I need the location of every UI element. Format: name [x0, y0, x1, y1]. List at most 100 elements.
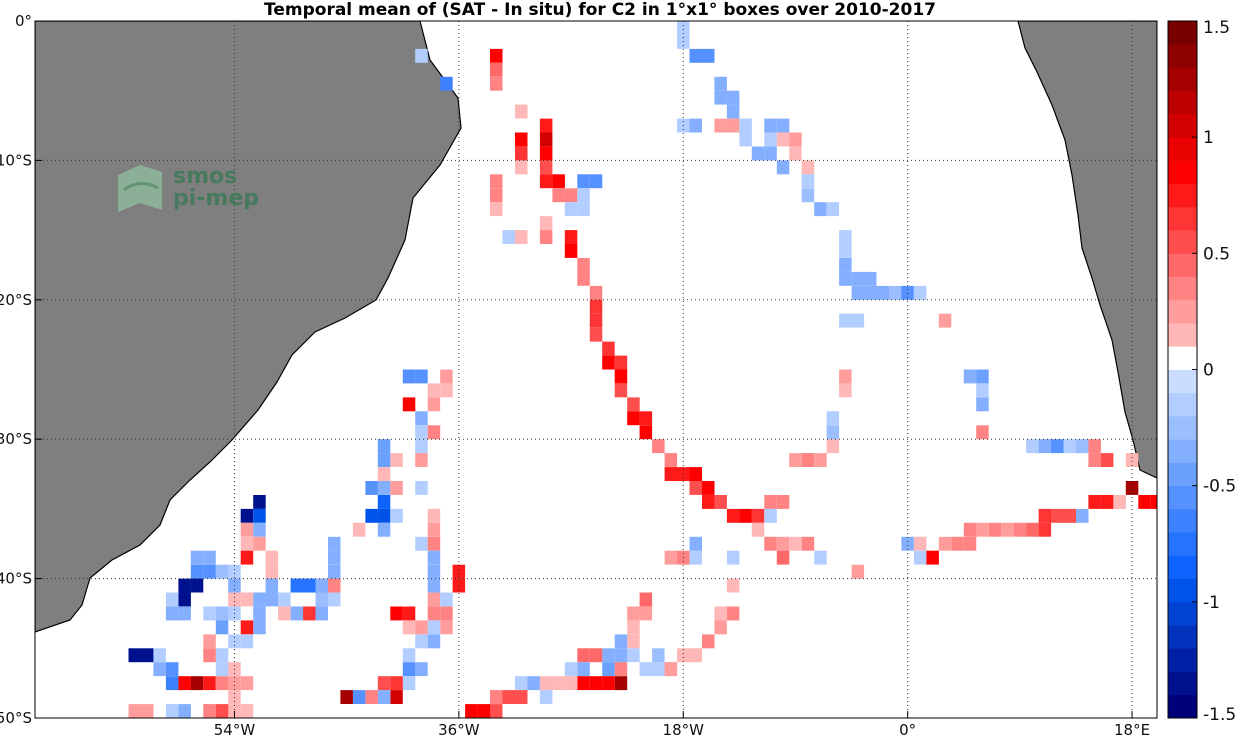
heatmap-cell — [714, 76, 727, 91]
heatmap-cell — [614, 648, 628, 663]
colorbar-segment — [1168, 555, 1197, 579]
heatmap-cell — [614, 383, 628, 398]
colorbar-segment — [1168, 67, 1197, 92]
heatmap-cell — [390, 481, 403, 495]
heatmap-cell — [614, 634, 628, 649]
x-tick-label: 18°W — [663, 721, 705, 738]
heatmap-cell — [328, 550, 341, 565]
africa-land — [1017, 21, 1157, 479]
colorbar-segment — [1168, 113, 1197, 138]
heatmap-cell — [303, 578, 316, 593]
heatmap-cell — [415, 48, 428, 63]
heatmap-cell — [913, 550, 927, 565]
heatmap-cell — [265, 564, 279, 579]
heatmap-cell — [377, 453, 391, 467]
heatmap-cell — [639, 606, 653, 621]
heatmap-cell — [427, 397, 441, 412]
heatmap-cell — [215, 676, 229, 691]
heatmap-cell — [415, 369, 428, 384]
heatmap-cell — [390, 676, 403, 691]
colorbar-tick-label: 0.5 — [1203, 244, 1230, 264]
heatmap-cell — [440, 620, 453, 635]
heatmap-cell — [963, 369, 977, 384]
chart-title: Temporal mean of (SAT - In situ) for C2 … — [264, 0, 936, 20]
colorbar — [1167, 20, 1198, 719]
heatmap-cell — [839, 244, 852, 258]
x-tick-label: 0° — [899, 721, 916, 738]
heatmap-cell — [315, 592, 328, 607]
heatmap-cells — [128, 21, 1157, 718]
heatmap-cell — [303, 606, 316, 621]
heatmap-cell — [240, 508, 254, 523]
heatmap-cell — [178, 578, 191, 593]
heatmap-cell — [539, 174, 553, 189]
heatmap-cell — [801, 188, 815, 203]
heatmap-cell — [427, 550, 441, 565]
heatmap-cell — [839, 369, 852, 384]
heatmap-cell — [228, 564, 241, 579]
heatmap-cell — [427, 522, 441, 537]
heatmap-cell — [988, 522, 1002, 537]
heatmap-cell — [165, 704, 179, 718]
heatmap-cell — [652, 439, 665, 454]
heatmap-cell — [402, 369, 416, 384]
heatmap-cell — [240, 592, 254, 607]
heatmap-cell — [726, 104, 740, 119]
heatmap-cell — [427, 620, 441, 635]
heatmap-cell — [639, 662, 653, 677]
heatmap-cell — [652, 662, 665, 677]
heatmap-cell — [614, 355, 628, 370]
heatmap-cell — [253, 522, 266, 537]
y-tick-label: 10°S — [0, 151, 32, 169]
heatmap-cell — [851, 564, 865, 579]
heatmap-cell — [402, 620, 416, 635]
colorbar-segment — [1168, 44, 1197, 68]
y-tick-label: 0° — [15, 12, 32, 30]
heatmap-cell — [539, 146, 553, 161]
colorbar-segment — [1168, 439, 1197, 463]
heatmap-cell — [427, 508, 441, 523]
heatmap-cell — [365, 508, 378, 523]
heatmap-cell — [764, 132, 777, 147]
heatmap-cell — [1113, 495, 1126, 509]
heatmap-cell — [726, 550, 740, 565]
colorbar-tick-label: 1.5 — [1203, 18, 1230, 38]
heatmap-cell — [515, 146, 528, 161]
heatmap-cell — [539, 690, 553, 704]
heatmap-cell — [938, 536, 952, 551]
heatmap-cell — [564, 244, 578, 258]
heatmap-cell — [714, 606, 727, 621]
heatmap-cell — [702, 634, 715, 649]
heatmap-cell — [190, 578, 204, 593]
heatmap-cell — [427, 606, 441, 621]
heatmap-cell — [515, 132, 528, 147]
heatmap-cell — [153, 662, 166, 677]
smos-pimep-logo: smos pi-mep — [118, 164, 259, 212]
heatmap-cell — [340, 690, 353, 704]
heatmap-cell — [564, 202, 578, 217]
heatmap-cell — [627, 620, 640, 635]
heatmap-cell — [839, 230, 852, 244]
heatmap-cell — [178, 592, 191, 607]
heatmap-cell — [1063, 508, 1076, 523]
heatmap-cell — [427, 592, 441, 607]
heatmap-cell — [215, 564, 229, 579]
heatmap-cell — [1038, 522, 1052, 537]
heatmap-cell — [1038, 439, 1052, 454]
heatmap-cell — [315, 578, 328, 593]
heatmap-cell — [664, 550, 678, 565]
heatmap-cell — [751, 508, 765, 523]
heatmap-cell — [976, 425, 989, 440]
heatmap-cell — [589, 174, 603, 189]
heatmap-cell — [776, 132, 790, 147]
plot-area: smos pi-mep — [35, 21, 1157, 718]
heatmap-cell — [440, 383, 453, 398]
heatmap-cell — [889, 285, 902, 300]
heatmap-cell — [415, 536, 428, 551]
heatmap-cell — [1076, 508, 1089, 523]
heatmap-cell — [801, 160, 815, 175]
heatmap-cell — [976, 383, 989, 398]
heatmap-cell — [427, 536, 441, 551]
heatmap-cell — [839, 258, 852, 272]
